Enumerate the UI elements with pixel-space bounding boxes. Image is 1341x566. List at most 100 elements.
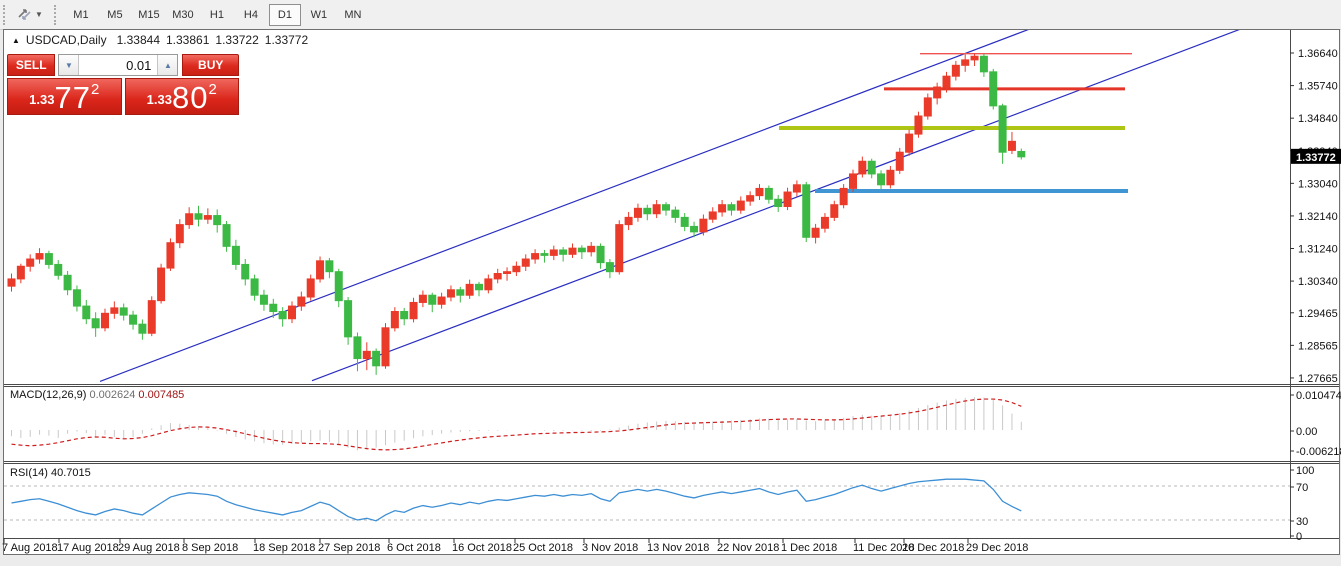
candle [400, 307, 409, 326]
collapse-triangle-icon[interactable]: ▲ [12, 35, 20, 45]
candle [138, 319, 147, 340]
candle [484, 274, 493, 294]
sell-button[interactable]: SELL [7, 54, 56, 76]
price-axis-label: 1.31240 [1298, 244, 1338, 256]
rsi-scale-label: 30 [1296, 516, 1308, 528]
date-axis-label: 8 Sep 2018 [182, 542, 238, 554]
volume-increase-button[interactable]: ▲ [157, 55, 178, 75]
candle [54, 260, 63, 280]
candle [344, 297, 353, 345]
timeframe-button-w1[interactable]: W1 [310, 8, 328, 21]
candle [278, 307, 287, 327]
candle [101, 308, 109, 332]
candle [16, 263, 25, 284]
candle [540, 249, 549, 263]
price-axis-label: 1.28565 [1298, 340, 1338, 352]
chart-title-row: ▲ USDCAD,Daily 1.33844 1.33861 1.33722 1… [12, 33, 308, 47]
candle [428, 292, 437, 313]
candle [7, 273, 16, 292]
current-price-text: 1.33772 [1296, 152, 1336, 164]
date-axis[interactable]: 7 Aug 2018 17 Aug 2018 29 Aug 2018 8 Sep 20… [2, 538, 1028, 554]
candle [792, 180, 801, 197]
channel-upper[interactable] [99, 18, 1060, 382]
date-axis-label: 17 Aug 2018 [57, 542, 119, 554]
candle [409, 297, 418, 323]
candle [437, 292, 446, 309]
ohlc-open: 1.33844 [116, 33, 160, 47]
timeframe-button-mn[interactable]: MN [344, 8, 362, 21]
timeframe-button-d1[interactable]: D1 [268, 3, 301, 26]
buy-button[interactable]: BUY [182, 54, 239, 76]
date-axis-label: 18 Sep 2018 [253, 542, 315, 554]
ask-price-button[interactable]: 1.33 80 2 [124, 78, 239, 115]
timeframe-button-h4[interactable]: H4 [243, 8, 258, 21]
candle [44, 250, 53, 269]
candle [633, 203, 642, 222]
price-axis-label: 1.35740 [1298, 81, 1338, 93]
volume-stepper: ▼ 0.01 ▲ [58, 54, 179, 76]
toolbar-grip[interactable] [3, 4, 9, 25]
candle [699, 214, 708, 236]
candle [811, 223, 820, 244]
timeframe-button-m30[interactable]: M30 [172, 8, 194, 21]
candle [718, 199, 727, 217]
volume-decrease-button[interactable]: ▼ [59, 55, 80, 75]
price-axis-label: 1.34840 [1298, 113, 1338, 125]
candle [989, 68, 998, 110]
candle [961, 54, 970, 72]
candle [596, 243, 605, 269]
candle [446, 285, 455, 302]
candle [615, 220, 624, 275]
candle [942, 71, 951, 93]
bid-price-button[interactable]: 1.33 77 2 [7, 78, 122, 115]
candle [381, 323, 390, 369]
candle [82, 299, 91, 325]
ohlc-low: 1.33722 [215, 33, 259, 47]
date-axis-label: 16 Oct 2018 [452, 542, 512, 554]
candle [297, 291, 306, 311]
price-axis-label: 1.29465 [1298, 308, 1338, 320]
bid-prefix: 1.33 [29, 92, 55, 107]
timeframe-button-h1[interactable]: H1 [209, 8, 224, 21]
ohlc-close: 1.33772 [264, 33, 309, 47]
date-axis-label: 11 Dec 2018 [853, 542, 915, 554]
candle [175, 219, 184, 249]
candle [166, 238, 175, 271]
symbol-label: USDCAD,Daily [25, 33, 107, 47]
timeframe-button-m15[interactable]: M15 [138, 8, 160, 21]
price-axis-label: 1.27665 [1298, 373, 1338, 385]
date-axis-label: 1 Dec 2018 [781, 542, 837, 554]
price-axis-label: 1.30340 [1298, 276, 1338, 288]
candle [185, 207, 194, 229]
candle [362, 342, 371, 371]
candle [624, 211, 633, 231]
candle [512, 261, 521, 277]
bid-big-digits: 77 [54, 80, 91, 115]
timeframe-button-m1[interactable]: M1 [73, 8, 89, 21]
chart-switch-button[interactable]: ▼ [13, 6, 47, 24]
date-axis-label: 13 Nov 2018 [647, 542, 709, 554]
candle [250, 274, 259, 301]
candle [157, 263, 166, 304]
candle [325, 257, 334, 279]
rsi-scale-label: 0 [1296, 531, 1302, 543]
candle [203, 208, 212, 224]
candle [886, 165, 895, 189]
chevron-down-icon: ▼ [35, 10, 43, 19]
timeframe-button-m5[interactable]: M5 [107, 8, 123, 21]
rsi-label: RSI(14) 40.7015 [10, 467, 91, 479]
candle [746, 191, 755, 206]
macd-scale-label: 0.00 [1296, 426, 1317, 438]
volume-value[interactable]: 0.01 [126, 57, 152, 73]
candle [652, 199, 661, 219]
candle [951, 60, 960, 81]
candle [119, 303, 128, 321]
candle [269, 298, 278, 319]
ask-prefix: 1.33 [146, 92, 172, 107]
candle [110, 301, 119, 319]
candle [671, 206, 680, 223]
toolbar-grip-2[interactable] [53, 4, 60, 25]
macd-main-value: 0.002624 [89, 389, 138, 401]
window-border [3, 29, 1340, 555]
